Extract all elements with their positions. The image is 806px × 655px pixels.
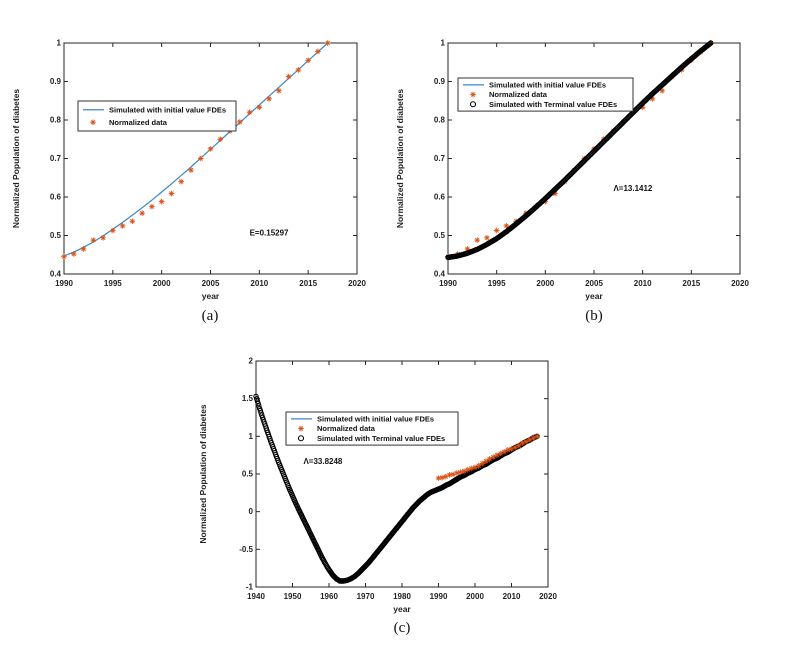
y-tick-label: 0	[249, 507, 254, 516]
legend-entry-label: Normalized data	[489, 90, 548, 99]
x-tick-label: 2010	[250, 279, 268, 288]
y-tick-label: 0.5	[434, 231, 446, 240]
axes: 1940 1950 1960 1970 1980 1990 2000 2010 2020 -1 -0…	[198, 357, 557, 615]
y-tick-label: 0.8	[50, 116, 62, 125]
axes: 1990 1995 2000 2005 2010 2015 2020 0.4 0.5 0.6 0.7…	[11, 39, 366, 302]
y-axis-label: Normalized Population of diabetes	[198, 404, 208, 544]
y-tick-label: 0.5	[242, 470, 254, 479]
legend-entry-label: Simulated with Terminal value FDEs	[317, 434, 445, 443]
y-tick-label: -1	[246, 583, 254, 592]
legend-entry-label: Simulated with initial value FDEs	[317, 414, 434, 423]
series-asterisk	[61, 40, 331, 260]
caption-c: (c)	[393, 620, 411, 636]
x-tick-label: 1950	[284, 592, 302, 601]
y-tick-label: 0.4	[50, 270, 62, 279]
x-tick-label: 2015	[299, 279, 317, 288]
legend-box: Simulated with initial value FDEsNormali…	[457, 77, 634, 112]
subplot-a: 1990 1995 2000 2005 2010 2015 2020 0.4 0.5 0.6 0.7…	[11, 39, 366, 302]
x-tick-label: 2020	[539, 592, 557, 601]
x-tick-label: 2020	[731, 279, 749, 288]
x-tick-label: 2000	[466, 592, 484, 601]
y-tick-label: 1.5	[242, 394, 254, 403]
x-tick-label: 2020	[348, 279, 366, 288]
x-tick-label: 2010	[503, 592, 521, 601]
y-tick-label: 0.6	[50, 193, 62, 202]
y-tick-label: 1	[249, 432, 254, 441]
x-tick-label: 2000	[536, 279, 554, 288]
y-axis-label: Normalized Population of diabetes	[395, 89, 405, 229]
annotation-text: Λ=33.8248	[303, 457, 342, 466]
y-tick-label: 0.4	[434, 270, 446, 279]
y-tick-label: 2	[249, 357, 254, 366]
x-tick-label: 2000	[153, 279, 171, 288]
y-tick-label: 0.7	[434, 154, 446, 163]
x-tick-label: 2005	[585, 279, 603, 288]
x-tick-label: 1990	[439, 279, 457, 288]
x-tick-label: 1980	[393, 592, 411, 601]
legend-entry-label: Simulated with initial value FDEs	[109, 105, 226, 114]
x-tick-label: 1990	[55, 279, 73, 288]
y-tick-label: 0.8	[434, 116, 446, 125]
series-asterisk	[435, 433, 540, 481]
legend-entry-label: Normalized data	[317, 424, 376, 433]
x-axis-label: year	[202, 291, 220, 301]
annotation-text: Λ=13.1412	[613, 184, 652, 193]
x-tick-label: 1940	[247, 592, 265, 601]
y-tick-label: 0.7	[50, 154, 62, 163]
legend-entry-label: Simulated with initial value FDEs	[489, 80, 606, 89]
subplot-b: 1990 1995 2000 2005 2010 2015 2020 0.4 0.5 0.6 0.7…	[395, 39, 749, 302]
x-tick-label: 1995	[104, 279, 122, 288]
series-circle-dense	[445, 40, 714, 261]
y-tick-label: 0.9	[434, 77, 446, 86]
caption-a: (a)	[201, 308, 219, 324]
x-axis-label: year	[393, 604, 411, 614]
y-tick-label: 0.6	[434, 193, 446, 202]
series-line	[63, 42, 329, 257]
x-tick-label: 2010	[634, 279, 652, 288]
annotation-text: E=0.15297	[250, 229, 289, 238]
legend-box: Simulated with initial value FDEsNormali…	[285, 411, 459, 446]
y-axis-label: Normalized Population of diabetes	[11, 89, 21, 229]
x-tick-label: 1970	[357, 592, 375, 601]
x-tick-label: 2015	[682, 279, 700, 288]
x-axis-label: year	[585, 291, 603, 301]
caption-b: (b)	[585, 308, 603, 324]
y-tick-label: -0.5	[239, 545, 253, 554]
legend-entry-label: Simulated with Terminal value FDEs	[489, 100, 617, 109]
x-tick-label: 1995	[488, 279, 506, 288]
y-tick-label: 0.9	[50, 77, 62, 86]
x-tick-label: 1960	[320, 592, 338, 601]
y-tick-label: 1	[441, 39, 446, 48]
y-tick-label: 1	[57, 39, 62, 48]
x-tick-label: 1990	[430, 592, 448, 601]
axes: 1990 1995 2000 2005 2010 2015 2020 0.4 0.5 0.6 0.7…	[395, 39, 749, 302]
legend-entry-label: Normalized data	[109, 118, 168, 127]
legend-box: Simulated with initial value FDEs Normali…	[77, 100, 237, 132]
y-tick-label: 0.5	[50, 231, 62, 240]
x-tick-label: 2005	[202, 279, 220, 288]
subplot-c: 1940 1950 1960 1970 1980 1990 2000 2010 2020 -1 -0…	[198, 357, 557, 615]
